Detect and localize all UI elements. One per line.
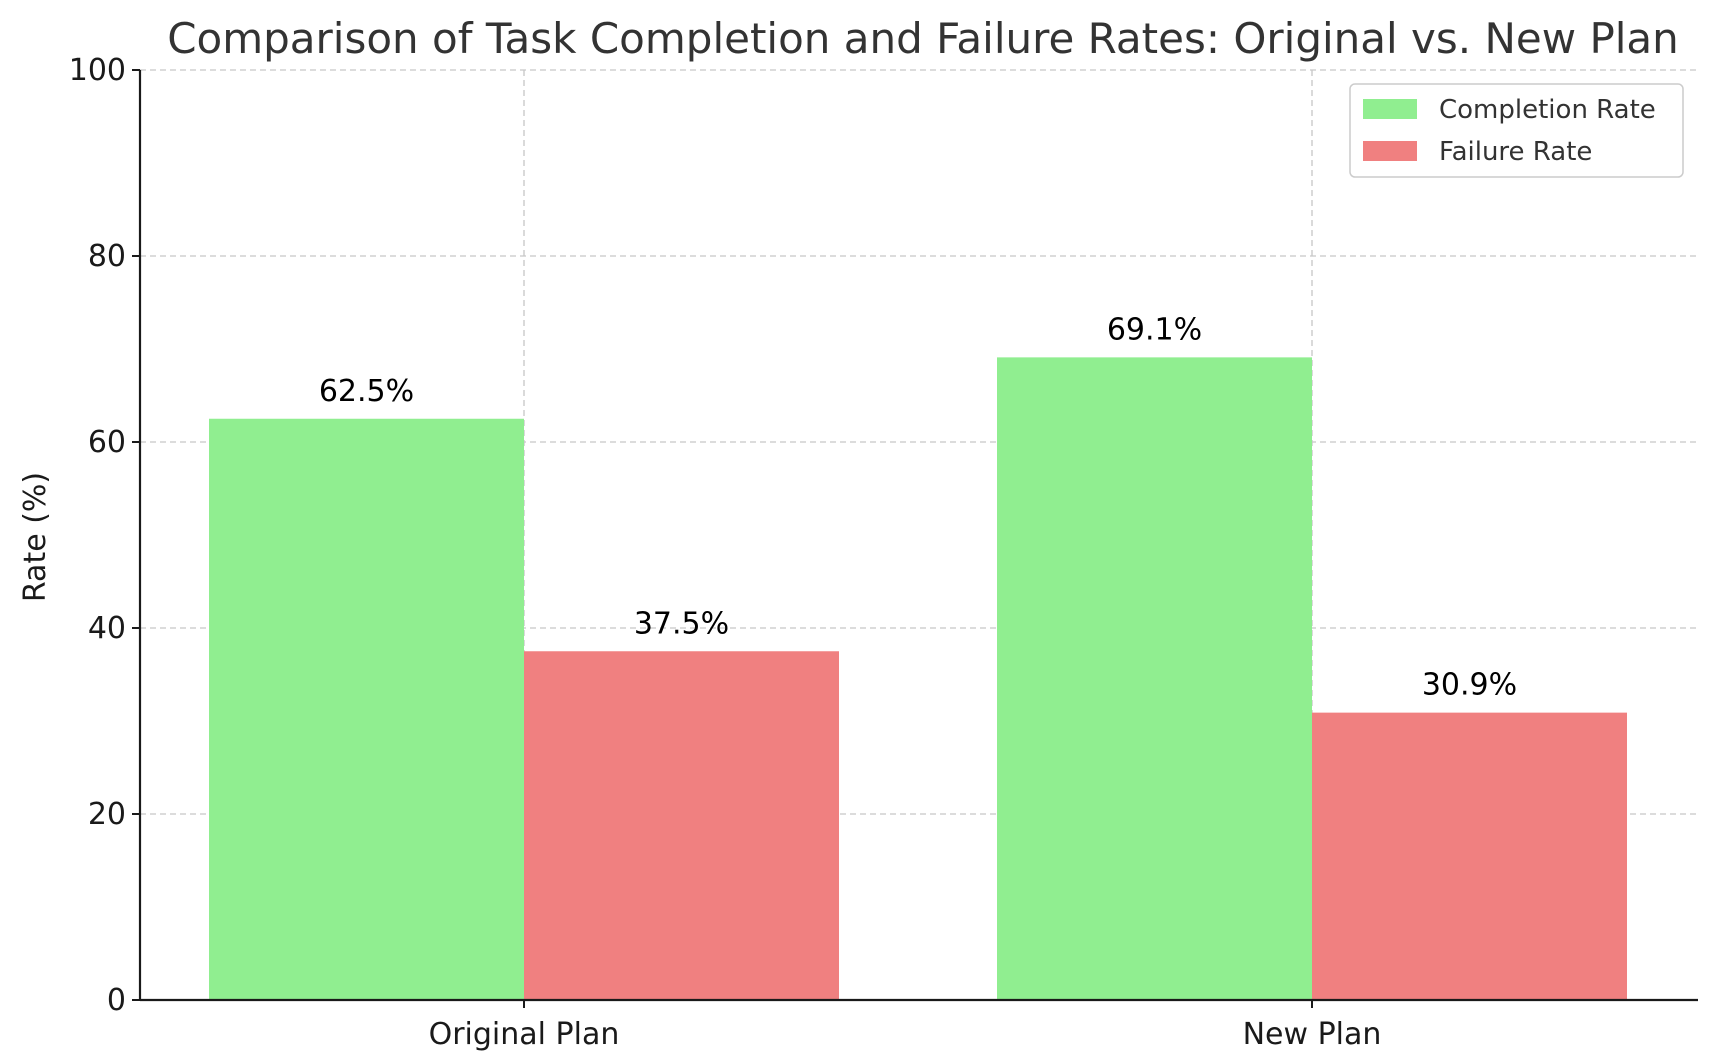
bar <box>209 418 524 1000</box>
bar <box>1312 712 1627 1000</box>
bar <box>524 651 839 1000</box>
y-tick-label: 60 <box>88 425 126 460</box>
legend-swatch <box>1363 141 1417 161</box>
legend: Completion Rate Failure Rate <box>1349 83 1684 178</box>
y-tick-label: 40 <box>88 611 126 646</box>
data-label: 69.1% <box>1107 312 1202 347</box>
data-label: 37.5% <box>634 606 729 641</box>
data-label: 30.9% <box>1422 668 1517 703</box>
chart-title: Comparison of Task Completion and Failur… <box>167 14 1679 63</box>
y-axis-label: Rate (%) <box>18 472 53 602</box>
y-tick-label: 0 <box>107 983 126 1018</box>
legend-box <box>1349 83 1684 178</box>
bars <box>209 357 1627 1000</box>
x-tick-label: Original Plan <box>429 1017 620 1052</box>
y-tick-label: 100 <box>69 53 126 88</box>
bar <box>997 357 1312 1000</box>
legend-swatch <box>1363 99 1417 119</box>
legend-label: Failure Rate <box>1439 137 1592 167</box>
y-tick-label: 80 <box>88 239 126 274</box>
legend-label: Completion Rate <box>1439 95 1656 125</box>
data-label: 62.5% <box>319 374 414 409</box>
axes: 0 20 40 60 80 100 Original Plan New Plan <box>69 53 1698 1052</box>
y-tick-label: 20 <box>88 797 126 832</box>
data-labels: 62.5% 69.1% 37.5% 30.9% <box>319 312 1517 702</box>
x-tick-label: New Plan <box>1243 1017 1382 1052</box>
